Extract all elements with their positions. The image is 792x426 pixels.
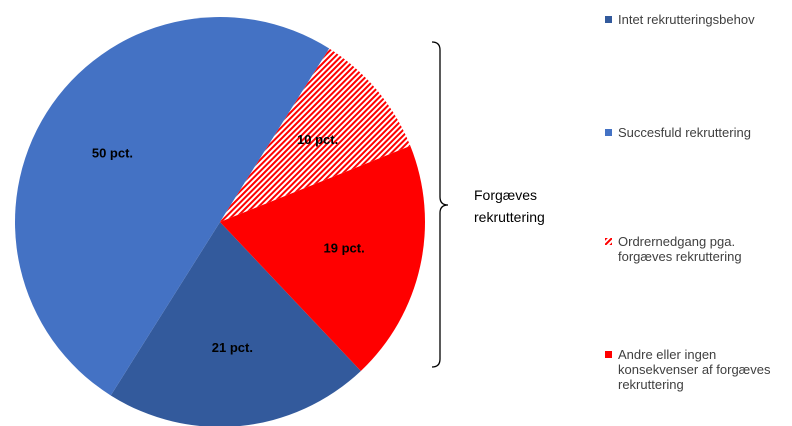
legend-swatch-fill: [605, 16, 612, 23]
pie-slice: [220, 145, 425, 371]
legend-swatch: [605, 238, 612, 245]
legend-label: Ordrernedgang pga. forgæves rekruttering: [618, 234, 742, 264]
pie-slice: [14, 16, 330, 396]
legend-label: Succesfuld rekruttering: [618, 125, 751, 140]
legend-swatch-fill: [605, 238, 612, 245]
legend-label: Intet rekrutteringsbehov: [618, 12, 755, 27]
legend-item: Succesfuld rekruttering: [605, 125, 785, 140]
slice-label: 10 pct.: [297, 132, 338, 147]
bracket: [431, 41, 449, 368]
chart: 21 pct. 50 pct. 10 pct. 19 pct.: [14, 16, 449, 426]
legend-label: Andre eller ingen konsekvenser af forgæv…: [618, 347, 771, 392]
legend-swatch: [605, 16, 612, 23]
pie-slice: [220, 48, 411, 223]
legend-swatch: [605, 129, 612, 136]
legend-item: Andre eller ingen konsekvenser af forgæv…: [605, 347, 785, 392]
legend-item: Ordrernedgang pga. forgæves rekruttering: [605, 234, 785, 264]
legend-swatch: [605, 351, 612, 358]
legend-item: Intet rekrutteringsbehov: [605, 12, 785, 27]
slice-label: 50 pct.: [92, 146, 133, 161]
legend-swatch-fill: [605, 129, 612, 136]
slice-label: 19 pct.: [324, 241, 365, 256]
slice-label: 21 pct.: [212, 340, 253, 355]
legend-swatch-fill: [605, 351, 612, 358]
pie-slice: [110, 222, 361, 426]
annotation: Forgæves rekruttering: [474, 187, 545, 225]
